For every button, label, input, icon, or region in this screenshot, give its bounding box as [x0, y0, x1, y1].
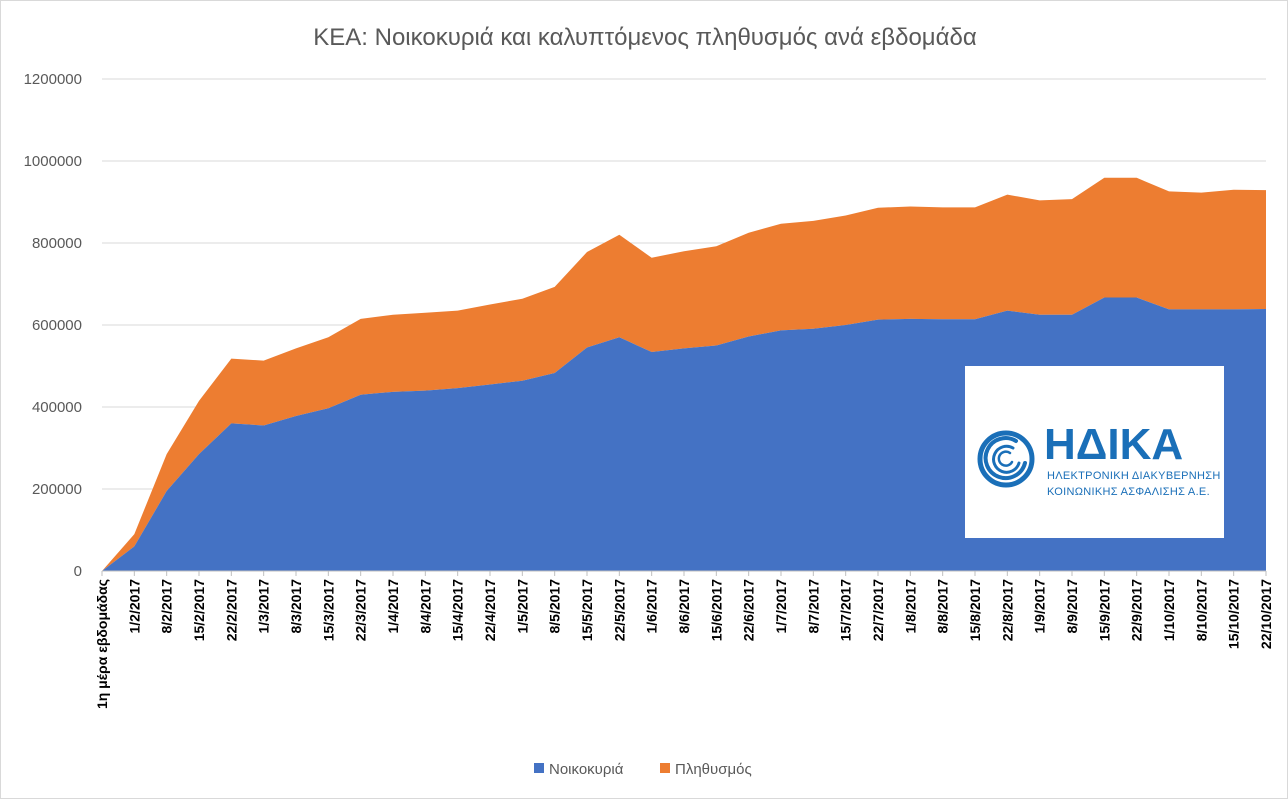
x-tick-label: 22/7/2017 [870, 579, 886, 641]
x-tick-label: 8/8/2017 [935, 579, 951, 634]
x-tick-label: 8/5/2017 [547, 579, 563, 634]
x-tick-label: 1/7/2017 [773, 579, 789, 634]
legend-swatch-households [534, 763, 544, 773]
x-tick-label: 22/6/2017 [741, 579, 757, 641]
x-tick-label: 1/4/2017 [385, 579, 401, 634]
y-tick-label: 600000 [32, 317, 82, 334]
x-tick-label: 15/3/2017 [320, 579, 336, 641]
x-tick-label: 1/9/2017 [1032, 579, 1048, 634]
x-tick-label: 22/4/2017 [482, 579, 498, 641]
logo-subtitle-line1: ΗΛΕΚΤΡΟΝΙΚΗ ΔΙΑΚΥΒΕΡΝΗΣΗ [1047, 470, 1221, 482]
x-tick-label: 22/8/2017 [999, 579, 1015, 641]
legend-label-households: Νοικοκυριά [549, 761, 624, 778]
area-population [102, 177, 1266, 571]
x-tick-label: 15/10/2017 [1226, 579, 1242, 649]
x-tick-label: 1/8/2017 [902, 579, 918, 634]
x-tick-label: 1/10/2017 [1161, 579, 1177, 641]
x-tick-label: 8/10/2017 [1193, 579, 1209, 641]
chart-title: ΚΕΑ: Νοικοκυριά και καλυπτόμενος πληθυσμ… [313, 24, 977, 51]
x-tick-label: 15/7/2017 [838, 579, 854, 641]
x-tick-label: 1η μέρα εβδομάδας [94, 579, 110, 709]
y-tick-label: 0 [74, 563, 82, 580]
legend: Νοικοκυριά Πληθυσμός [534, 761, 752, 778]
x-tick-label: 8/4/2017 [417, 579, 433, 634]
x-tick-label: 8/3/2017 [288, 579, 304, 634]
x-tick-label: 22/5/2017 [611, 579, 627, 641]
y-tick-label: 400000 [32, 399, 82, 416]
logo-name: ΗΔΙΚΑ [1044, 420, 1183, 469]
x-tick-label: 15/4/2017 [450, 579, 466, 641]
x-tick-label: 15/9/2017 [1096, 579, 1112, 641]
y-axis-ticks: 0 200000 400000 600000 800000 1000000 1200000 [24, 71, 82, 580]
x-tick-label: 22/3/2017 [353, 579, 369, 641]
legend-swatch-population [660, 763, 670, 773]
x-tick-label: 1/6/2017 [644, 579, 660, 634]
x-tick-label: 15/2/2017 [191, 579, 207, 641]
hdika-logo: ΗΔΙΚΑ ΗΛΕΚΤΡΟΝΙΚΗ ΔΙΑΚΥΒΕΡΝΗΣΗ ΚΟΙΝΩΝΙΚΗ… [965, 366, 1224, 538]
x-tick-label: 22/2/2017 [223, 579, 239, 641]
x-tick-label: 22/10/2017 [1258, 579, 1274, 649]
x-tick-label: 8/6/2017 [676, 579, 692, 634]
y-tick-label: 1200000 [24, 71, 82, 88]
logo-swirl-icon [977, 430, 1035, 488]
y-tick-label: 200000 [32, 481, 82, 498]
x-axis-ticks: 1η μέρα εβδομάδας 1/2/2017 8/2/2017 15/2/20… [94, 571, 1274, 709]
x-tick-label: 22/9/2017 [1129, 579, 1145, 641]
x-tick-label: 1/3/2017 [256, 579, 272, 634]
x-tick-label: 15/6/2017 [708, 579, 724, 641]
x-tick-label: 15/8/2017 [967, 579, 983, 641]
x-tick-label: 1/2/2017 [126, 579, 142, 634]
legend-label-population: Πληθυσμός [675, 761, 752, 778]
x-tick-label: 8/2/2017 [159, 579, 175, 634]
x-tick-label: 8/9/2017 [1064, 579, 1080, 634]
x-tick-label: 1/5/2017 [514, 579, 530, 634]
x-tick-label: 8/7/2017 [805, 579, 821, 634]
y-tick-label: 1000000 [24, 153, 82, 170]
logo-subtitle-line2: ΚΟΙΝΩΝΙΚΗΣ ΑΣΦΑΛΙΣΗΣ Α.Ε. [1047, 486, 1210, 498]
y-tick-label: 800000 [32, 235, 82, 252]
x-tick-label: 15/5/2017 [579, 579, 595, 641]
